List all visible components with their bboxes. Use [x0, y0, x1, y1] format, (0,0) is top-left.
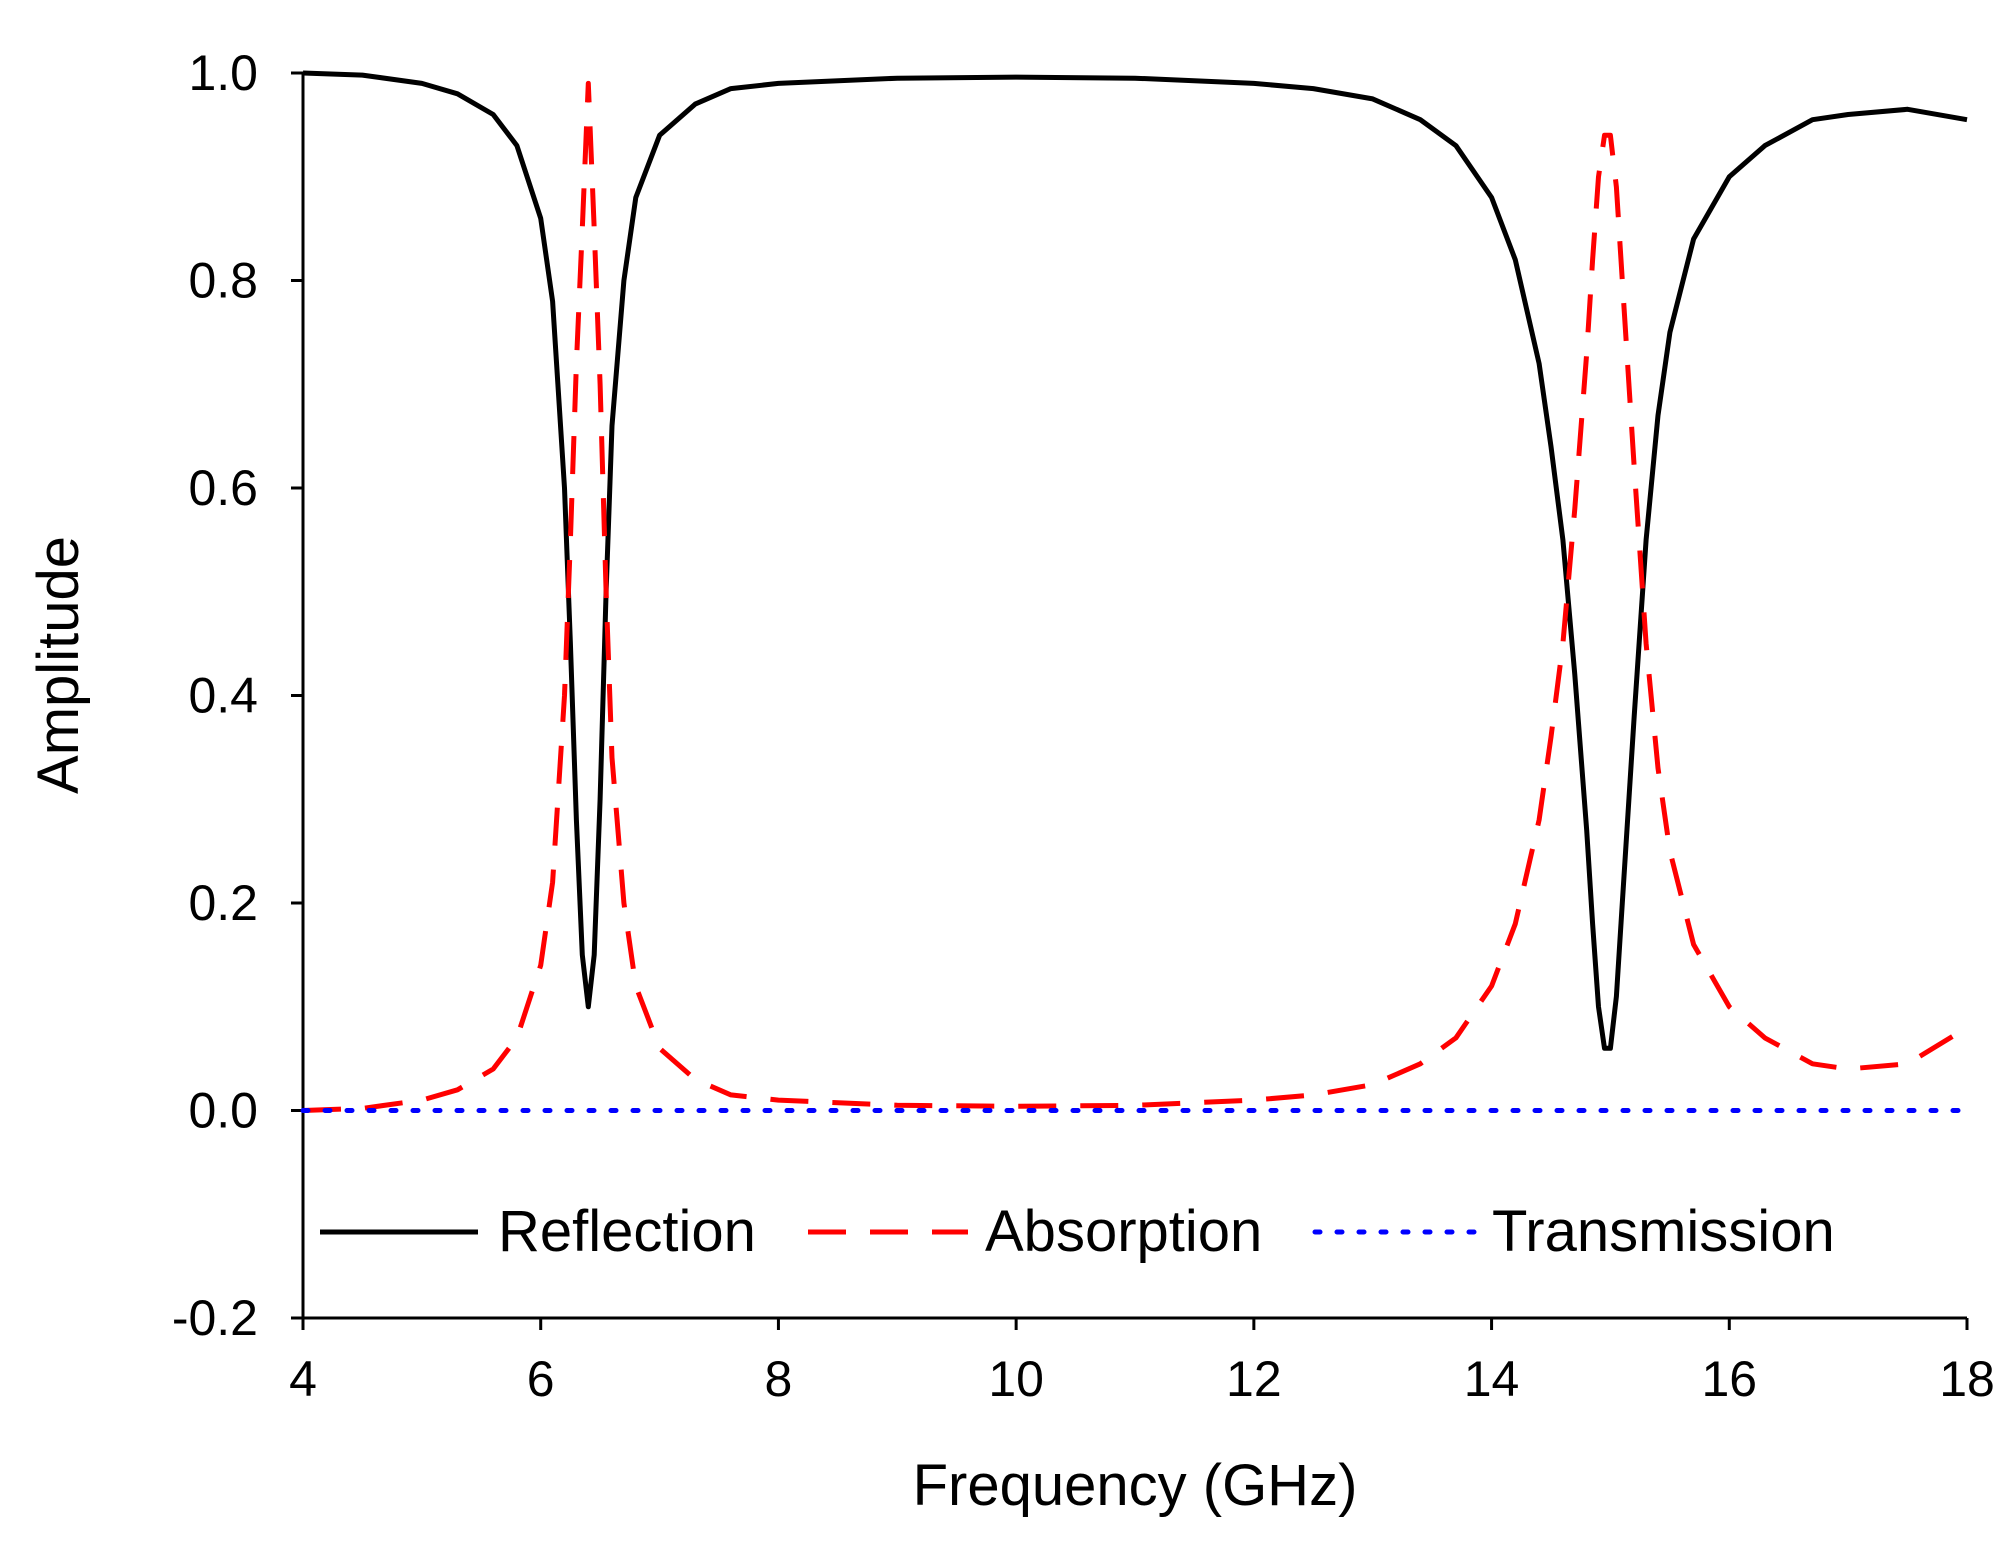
- x-ticks: 4 6 8 10 12 14 16 18: [289, 1318, 1995, 1407]
- y-tick-label: 0.0: [188, 1083, 258, 1139]
- legend-reflection-label: Reflection: [498, 1199, 756, 1264]
- axes: [301, 73, 1967, 1320]
- x-tick-label: 4: [289, 1351, 317, 1407]
- legend: Reflection Absorption Transmission: [320, 1199, 1835, 1264]
- x-tick-label: 12: [1226, 1351, 1282, 1407]
- series-layer: [300, 70, 1970, 1113]
- x-tick-label: 8: [765, 1351, 793, 1407]
- y-tick-label: 0.8: [188, 253, 258, 309]
- x-axis-title: Frequency (GHz): [913, 1453, 1358, 1518]
- y-tick-label: 0.6: [188, 460, 258, 516]
- x-tick-label: 14: [1464, 1351, 1520, 1407]
- y-axis-title: Amplitude: [26, 536, 91, 794]
- y-tick-label: -0.2: [172, 1290, 258, 1346]
- y-tick-label: 0.4: [188, 668, 258, 724]
- y-tick-label: 1.0: [188, 45, 258, 101]
- series-reflection-line: [302, 70, 1968, 1051]
- y-ticks: -0.2 0.0 0.2 0.4 0.6 0.8 1.0: [172, 45, 303, 1346]
- x-tick-label: 16: [1701, 1351, 1757, 1407]
- x-tick-label: 18: [1939, 1351, 1995, 1407]
- x-tick-label: 10: [988, 1351, 1044, 1407]
- legend-transmission-label: Transmission: [1492, 1199, 1835, 1264]
- x-tick-label: 6: [527, 1351, 555, 1407]
- y-tick-label: 0.2: [188, 875, 258, 931]
- legend-absorption-label: Absorption: [985, 1199, 1262, 1264]
- series-absorption-line: [302, 80, 1969, 1113]
